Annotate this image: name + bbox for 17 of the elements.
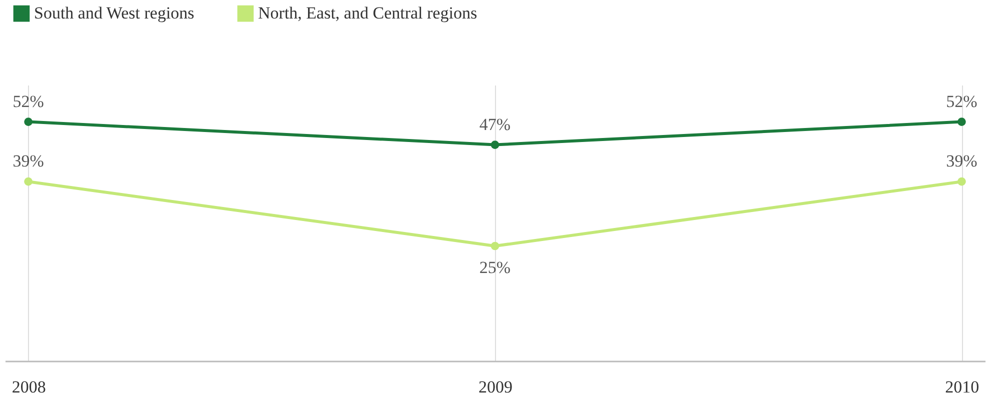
x-tick-label: 2008	[12, 378, 46, 396]
point	[24, 118, 33, 126]
x-tick-label: 2009	[478, 378, 512, 396]
legend-label: North, East, and Central regions	[258, 4, 478, 23]
point	[490, 242, 500, 250]
point	[957, 118, 966, 126]
point	[957, 177, 966, 186]
data-label: 52%	[12, 92, 44, 111]
data-label: 47%	[479, 114, 511, 134]
data-label: 39%	[12, 152, 44, 171]
data-label: 52%	[946, 92, 978, 111]
x-tick-label: 2010	[945, 378, 980, 396]
point	[490, 140, 500, 149]
point	[24, 177, 33, 186]
legend-label: South and West regions	[34, 4, 194, 23]
data-label: 25%	[479, 258, 511, 277]
data-label: 39%	[946, 152, 978, 171]
